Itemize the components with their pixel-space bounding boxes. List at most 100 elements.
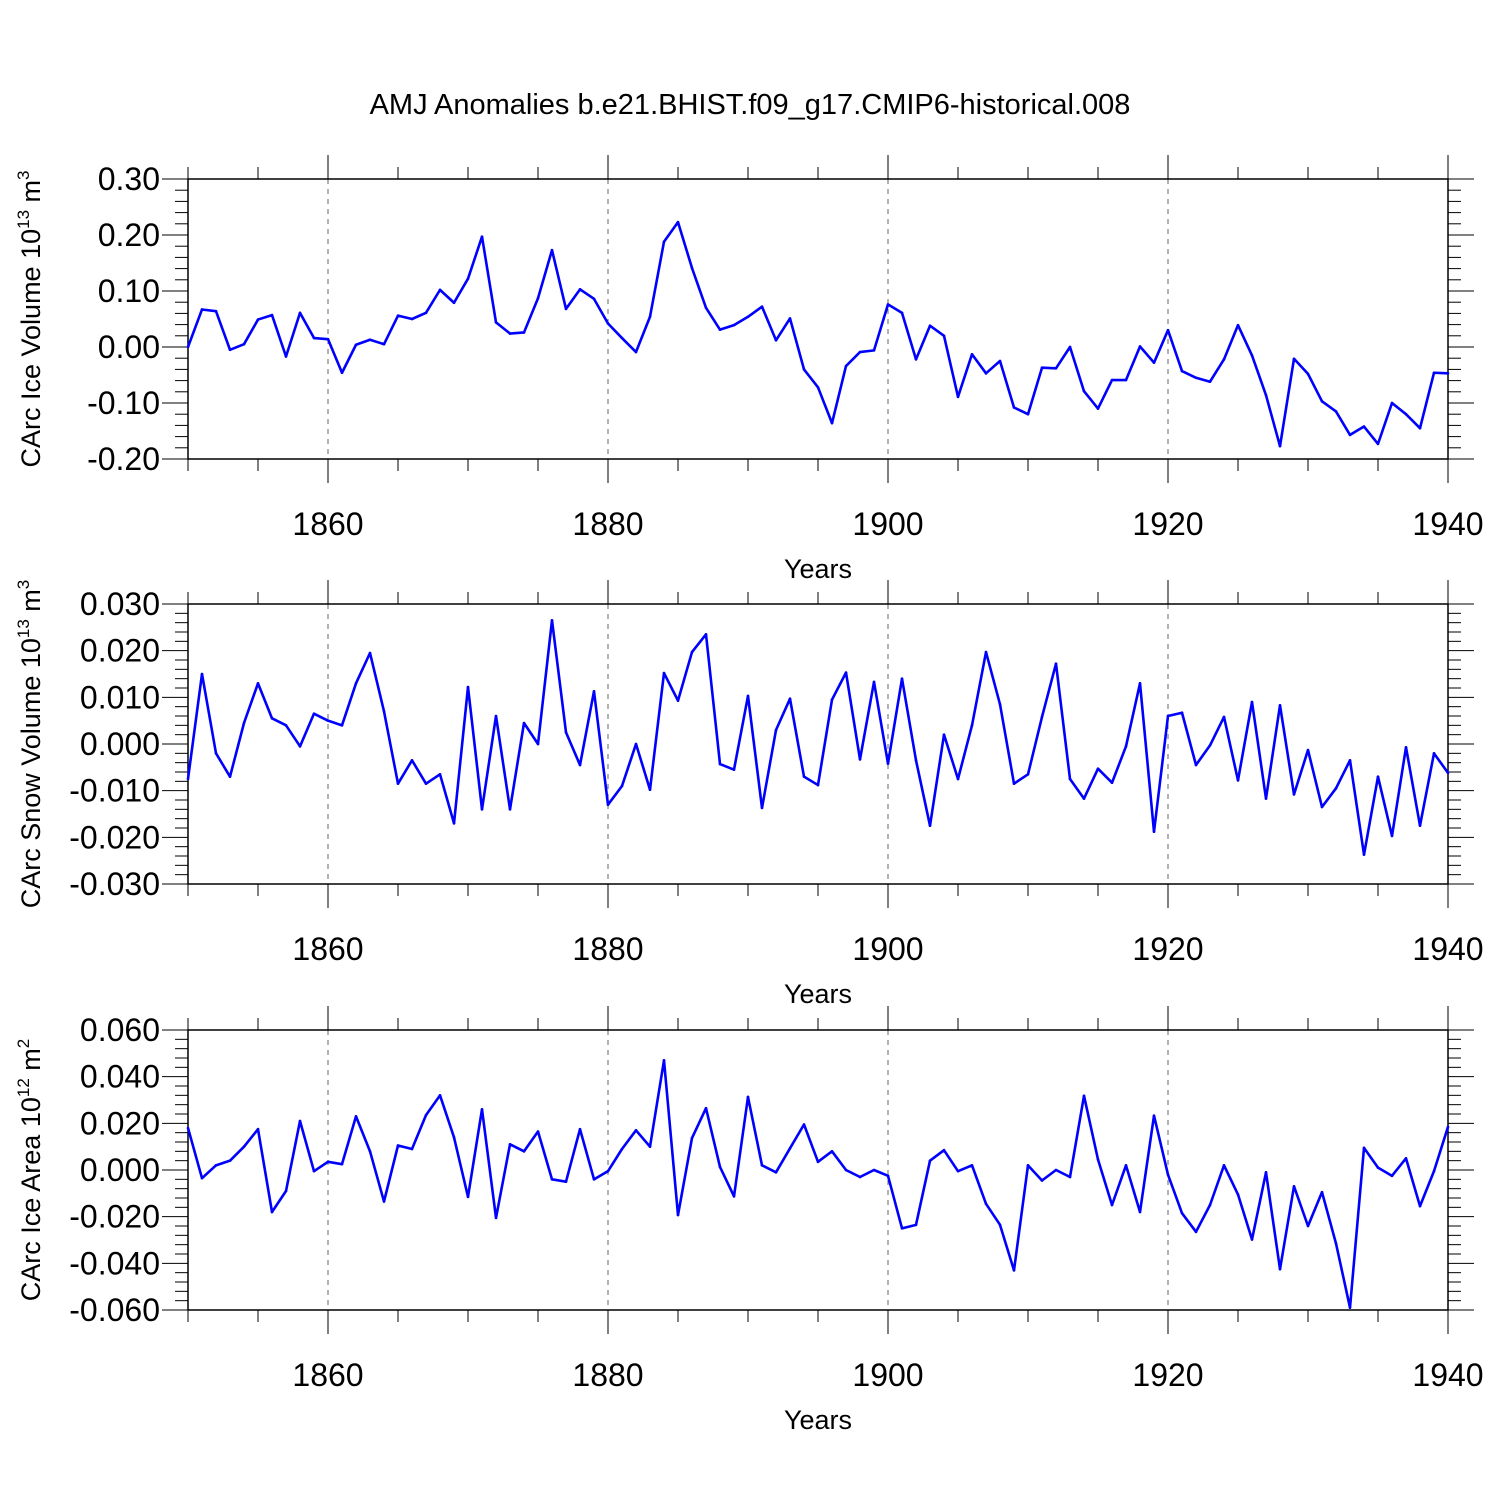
data-point	[830, 698, 834, 701]
data-point	[578, 1127, 582, 1131]
x-axis-label: Years	[784, 1405, 852, 1435]
data-point	[690, 266, 694, 270]
data-point	[1320, 805, 1324, 809]
data-point	[200, 1176, 204, 1180]
x-tick-label-1860: 1860	[292, 931, 363, 967]
data-point	[760, 806, 764, 810]
data-point	[718, 762, 722, 766]
data-point	[1320, 1190, 1324, 1194]
x-axis-label: Years	[784, 979, 852, 1009]
data-point	[998, 359, 1002, 363]
data-point	[634, 742, 638, 746]
data-point	[1432, 1169, 1436, 1173]
data-point	[1404, 1157, 1408, 1160]
data-point	[256, 1127, 260, 1131]
data-point	[970, 724, 974, 727]
data-point	[1390, 1174, 1394, 1178]
data-point	[256, 682, 260, 685]
data-point	[494, 714, 498, 718]
data-point	[284, 724, 288, 727]
data-point	[1082, 1094, 1086, 1098]
data-point	[872, 680, 876, 684]
data-point	[1404, 412, 1408, 416]
x-tick-label-1920: 1920	[1132, 506, 1203, 542]
data-point	[508, 332, 512, 335]
y-tick-label: 0.30	[98, 161, 160, 197]
data-point	[340, 371, 344, 375]
data-point	[956, 395, 960, 399]
data-point	[536, 1130, 540, 1133]
data-point	[998, 1223, 1002, 1227]
y-tick-label: -0.030	[69, 866, 160, 902]
x-tick-label-1880: 1880	[572, 931, 643, 967]
panel-ice-volume: -0.20 -0.10 0.00 0.10 0.20 0.30 1860 1880 1900 19…	[14, 155, 1484, 584]
data-point	[424, 1113, 428, 1117]
data-point	[1250, 700, 1254, 704]
data-point	[858, 1175, 862, 1179]
data-point	[382, 1200, 386, 1203]
data-point	[816, 783, 820, 787]
data-point	[830, 421, 834, 425]
data-point	[1138, 1210, 1142, 1214]
data-point	[1306, 372, 1310, 376]
data-point	[1418, 824, 1422, 827]
data-point	[1110, 1203, 1114, 1207]
y-tick-label: 0.020	[80, 633, 160, 669]
data-point	[802, 1123, 806, 1126]
data-point	[1390, 834, 1394, 838]
data-point	[760, 305, 764, 308]
data-point	[746, 1095, 750, 1099]
data-point	[592, 297, 596, 301]
data-point	[606, 322, 610, 325]
data-point	[732, 1195, 736, 1198]
y-tick-label: -0.020	[69, 1199, 160, 1235]
data-point	[956, 777, 960, 781]
x-tick-label-1860: 1860	[292, 1357, 363, 1393]
data-point	[914, 759, 918, 762]
data-point	[396, 314, 400, 317]
data-point	[480, 1108, 484, 1111]
data-point	[774, 1171, 778, 1174]
x-tick-label-1900: 1900	[852, 931, 923, 967]
data-point	[1166, 714, 1170, 718]
data-point	[578, 288, 582, 291]
data-point	[242, 342, 246, 346]
data-point	[312, 712, 316, 715]
data-point	[690, 1136, 694, 1140]
data-point	[1012, 1269, 1016, 1272]
data-point	[368, 651, 372, 655]
data-point	[1320, 400, 1324, 403]
plot-frame	[187, 1029, 1449, 1311]
data-point	[564, 731, 568, 734]
data-point	[886, 1174, 890, 1178]
data-point	[312, 1169, 316, 1173]
data-point	[1446, 372, 1450, 375]
y-tick-label: 0.000	[80, 726, 160, 762]
data-point	[1348, 433, 1352, 437]
data-point	[214, 1164, 218, 1167]
data-point	[410, 317, 414, 321]
data-point	[802, 368, 806, 371]
data-point	[1446, 771, 1450, 775]
plot-frame	[187, 178, 1449, 460]
data-point	[186, 1126, 190, 1130]
x-tick-label-1940: 1940	[1412, 506, 1483, 542]
data-point	[788, 1147, 792, 1150]
data-point	[942, 1148, 946, 1152]
data-point	[1096, 407, 1100, 410]
data-point	[746, 694, 750, 698]
data-point	[634, 350, 638, 354]
figure-title: AMJ Anomalies b.e21.BHIST.f09_g17.CMIP6-…	[370, 89, 1131, 121]
data-point	[648, 315, 652, 319]
data-point	[186, 777, 190, 781]
data-point	[1264, 797, 1268, 800]
y-tick-label: 0.030	[80, 586, 160, 622]
data-point	[242, 721, 246, 725]
data-point	[1152, 361, 1156, 364]
data-point	[508, 808, 512, 811]
data-point	[1138, 345, 1142, 348]
panel-snow-volume: -0.030 -0.020 -0.010 0.000 0.010 0.020 0.030 18…	[14, 580, 1484, 1009]
data-point	[186, 345, 190, 349]
data-point	[662, 240, 666, 244]
data-point	[1194, 376, 1198, 380]
